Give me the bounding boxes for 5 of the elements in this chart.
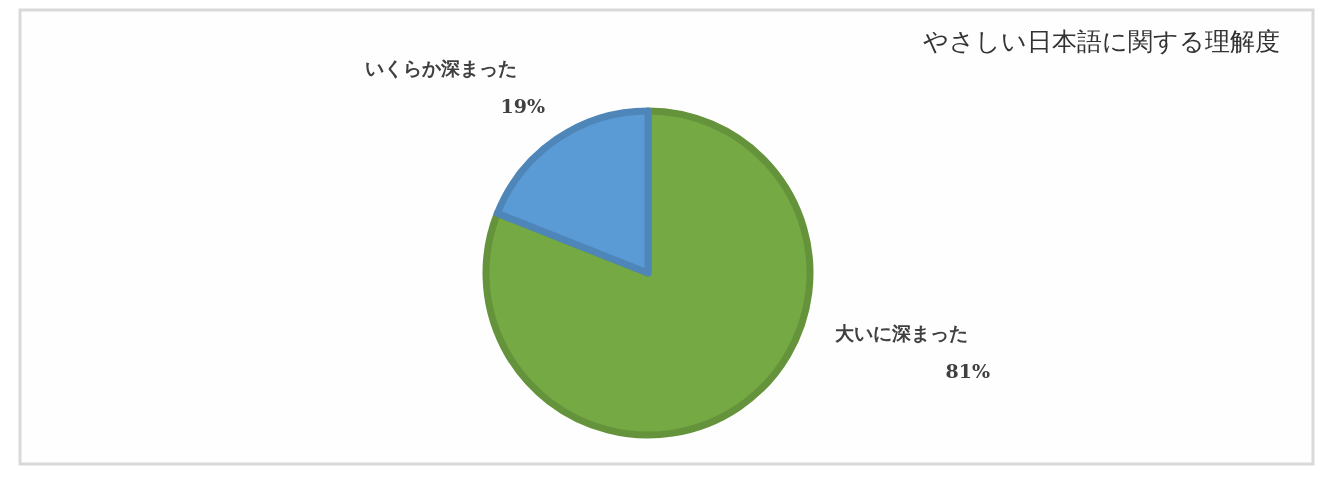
- slice-label: いくらか深まった: [365, 57, 517, 80]
- data-label: 81%: [945, 359, 990, 382]
- data-label: 19%: [500, 95, 545, 118]
- text: やさしい日本語に関する理解度: [923, 27, 1280, 56]
- slice-label: 大いに深まった: [835, 321, 968, 344]
